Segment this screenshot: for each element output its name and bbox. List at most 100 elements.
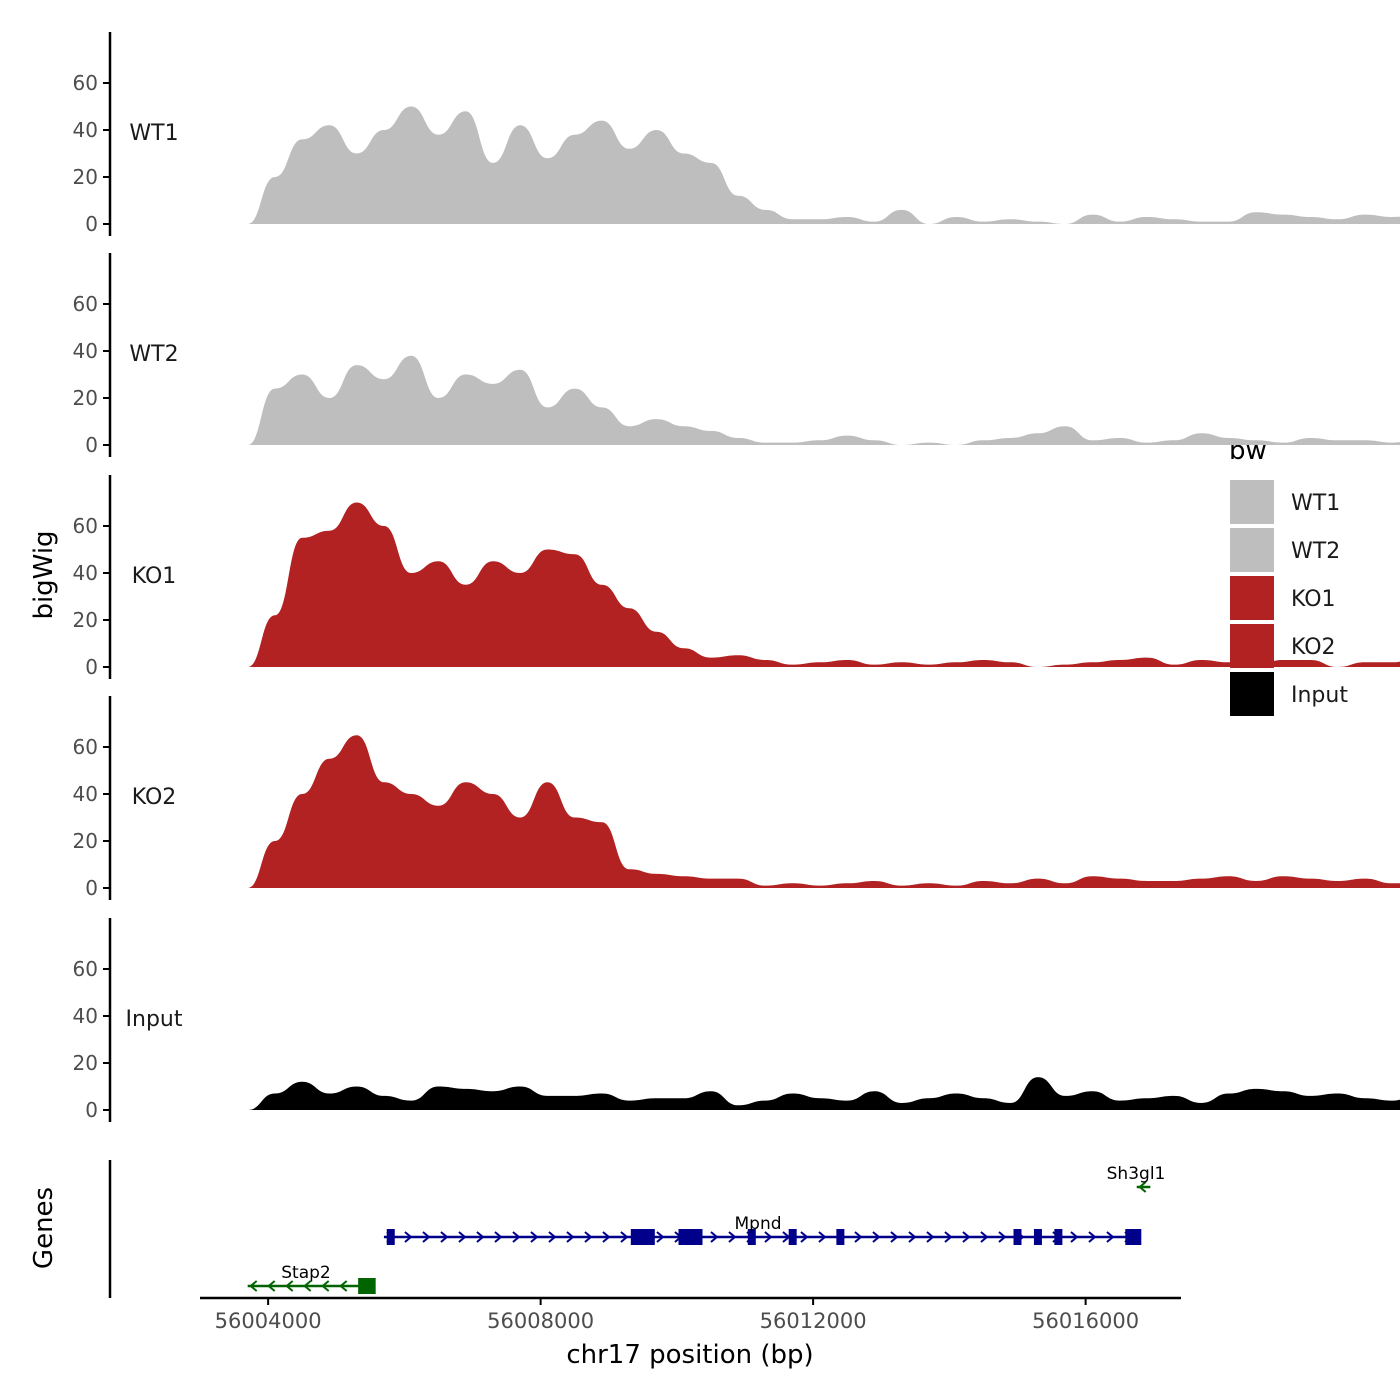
y-axis-title: bigWig (29, 530, 59, 619)
y-tick-label: 60 (73, 514, 98, 538)
legend-label-ko2: KO2 (1291, 635, 1336, 660)
track-wt1: 0 20 40 60 WT1 (73, 32, 1400, 236)
y-tick-label: 20 (73, 1051, 98, 1075)
track-label: KO2 (132, 785, 177, 810)
strand-chevron (620, 1231, 629, 1243)
exon (747, 1229, 756, 1245)
exon (788, 1229, 797, 1245)
y-tick-label: 20 (73, 386, 98, 410)
strand-chevron (285, 1280, 294, 1292)
exon (678, 1229, 703, 1245)
track-label: KO1 (132, 564, 177, 589)
exon (1125, 1229, 1142, 1245)
strand-chevron (404, 1231, 413, 1243)
legend-key-wt1 (1230, 480, 1274, 524)
strand-chevron (602, 1231, 611, 1243)
strand-chevron (764, 1231, 773, 1243)
strand-chevron (303, 1280, 312, 1292)
y-tick-label: 60 (73, 735, 98, 759)
strand-chevron (548, 1231, 557, 1243)
strand-chevron (566, 1231, 575, 1243)
exon (1054, 1229, 1063, 1245)
y-tick-label: 0 (85, 212, 98, 236)
strand-chevron (908, 1231, 917, 1243)
strand-chevron (321, 1280, 330, 1292)
strand-chevron (728, 1231, 737, 1243)
legend-key-ko1 (1230, 576, 1274, 620)
y-tick-label: 20 (73, 608, 98, 632)
track-ko2: 0 20 40 60 KO2 (73, 696, 1400, 900)
strand-chevron (926, 1231, 935, 1243)
area-wt1 (247, 106, 1400, 224)
strand-chevron (1070, 1231, 1079, 1243)
strand-chevron (339, 1280, 348, 1292)
area-wt2 (247, 355, 1400, 445)
strand-chevron (249, 1280, 258, 1292)
gene-label: Mpnd (734, 1214, 781, 1234)
gene-sh3gl1: Sh3gl1 (1107, 1164, 1166, 1193)
strand-chevron (800, 1231, 809, 1243)
strand-chevron (872, 1231, 881, 1243)
exon (1033, 1229, 1042, 1245)
y-tick-label: 60 (73, 71, 98, 95)
legend-label-input: Input (1291, 683, 1348, 708)
strand-chevron (440, 1231, 449, 1243)
exon (367, 1278, 376, 1294)
strand-chevron (710, 1231, 719, 1243)
track-wt2: 0 20 40 60 WT2 (73, 253, 1400, 457)
exon (630, 1229, 655, 1245)
y-tick-label: 40 (73, 339, 98, 363)
track-label: WT1 (129, 121, 178, 146)
genes-panel-title: Genes (29, 1187, 59, 1269)
strand-chevron (890, 1231, 899, 1243)
strand-chevron (854, 1231, 863, 1243)
x-tick-label: 56016000 (1032, 1309, 1139, 1333)
legend-key-ko2 (1230, 624, 1274, 668)
gene-label: Sh3gl1 (1107, 1164, 1166, 1184)
area-input (247, 1077, 1400, 1110)
legend-key-input (1230, 672, 1274, 716)
x-axis: 56004000 56008000 56012000 56016000 (200, 1296, 1181, 1333)
strand-chevron (656, 1231, 665, 1243)
y-tick-label: 0 (85, 655, 98, 679)
legend-key-wt2 (1230, 528, 1274, 572)
gene-stap2: Stap2 (247, 1263, 376, 1294)
y-tick-label: 0 (85, 1098, 98, 1122)
area-ko1 (247, 502, 1400, 667)
y-tick-label: 60 (73, 957, 98, 981)
legend-label-ko1: KO1 (1291, 587, 1336, 612)
track-label: Input (126, 1007, 183, 1032)
gene-mpnd: Mpnd (383, 1214, 1142, 1245)
exon (1013, 1229, 1022, 1245)
strand-chevron (476, 1231, 485, 1243)
x-axis-title: chr17 position (bp) (566, 1340, 813, 1370)
y-tick-label: 40 (73, 118, 98, 142)
y-tick-label: 40 (73, 782, 98, 806)
exon (386, 1229, 395, 1245)
gene-label: Stap2 (281, 1263, 330, 1283)
area-ko2 (247, 735, 1400, 888)
exon (836, 1229, 845, 1245)
track-label: WT2 (129, 342, 178, 367)
strand-chevron (267, 1280, 276, 1292)
strand-chevron (818, 1231, 827, 1243)
x-tick-label: 56008000 (487, 1309, 594, 1333)
x-tick-label: 56004000 (215, 1309, 322, 1333)
legend: WT1 WT2 KO1 KO2 Input (1230, 480, 1348, 716)
y-tick-label: 0 (85, 876, 98, 900)
gene-track: Stap2 Mpnd Sh3gl1 (108, 1160, 1166, 1298)
strand-chevron (422, 1231, 431, 1243)
strand-chevron (1088, 1231, 1097, 1243)
y-tick-label: 40 (73, 1004, 98, 1028)
track-input: 0 20 40 60 Input (73, 918, 1400, 1122)
legend-label-wt2: WT2 (1291, 539, 1340, 564)
strand-chevron (584, 1231, 593, 1243)
y-tick-label: 60 (73, 292, 98, 316)
strand-chevron (980, 1231, 989, 1243)
strand-chevron (962, 1231, 971, 1243)
strand-chevron (944, 1231, 953, 1243)
strand-chevron (1106, 1231, 1115, 1243)
strand-chevron (458, 1231, 467, 1243)
y-tick-label: 0 (85, 433, 98, 457)
